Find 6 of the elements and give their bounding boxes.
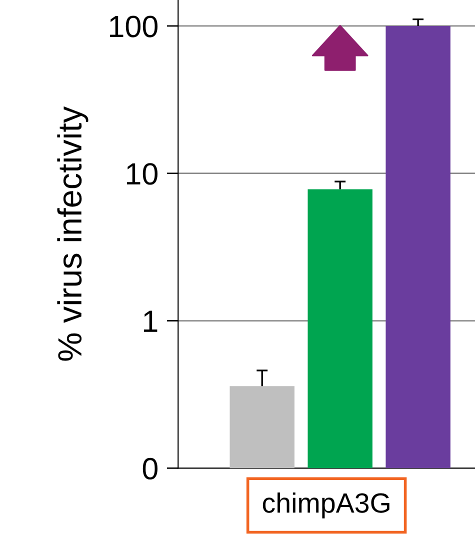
y-axis-title: % virus infectivity (57, 106, 88, 361)
x-axis-title: chimpA3G (262, 492, 390, 518)
y-tick-label: 0 (142, 458, 158, 480)
y-tick-label: 100 (110, 16, 158, 38)
y-tick-label: 1 (144, 310, 158, 332)
y-tick-label: 10 (127, 163, 158, 185)
